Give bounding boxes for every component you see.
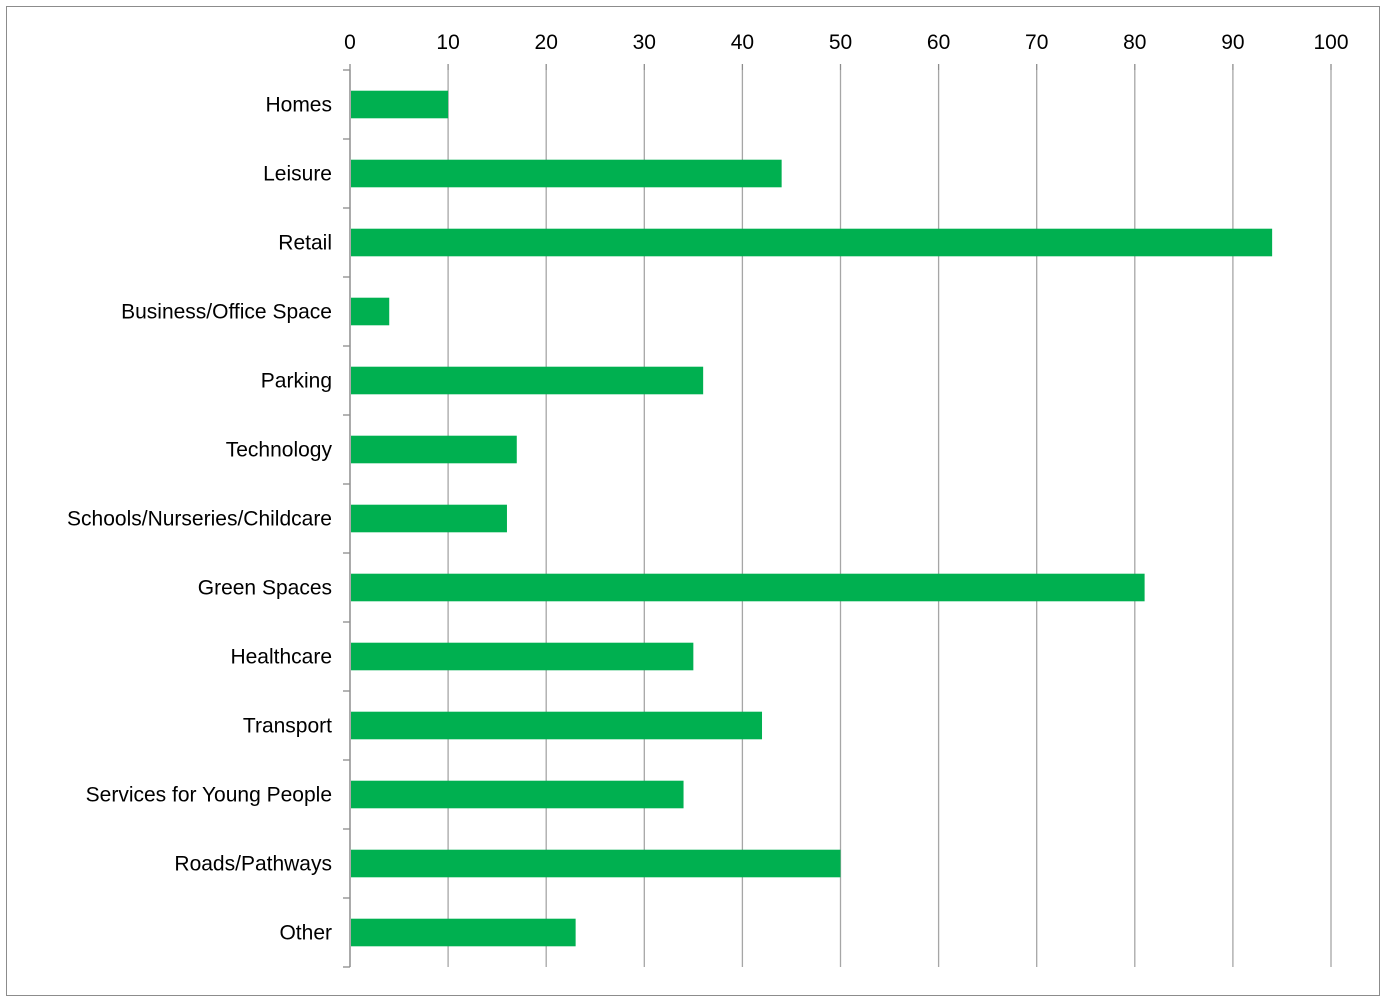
bar (351, 918, 576, 947)
bar (351, 504, 507, 533)
x-tick-label: 100 (1313, 31, 1348, 54)
category-label: Green Spaces (198, 577, 332, 600)
bar (351, 159, 782, 188)
bar (351, 849, 841, 878)
bar (351, 366, 704, 395)
x-tick-label: 70 (1025, 31, 1048, 54)
category-label: Roads/Pathways (174, 853, 332, 876)
x-tick-label: 10 (436, 31, 459, 54)
category-label: Homes (265, 94, 332, 117)
x-tick-label: 90 (1221, 31, 1244, 54)
bar (351, 90, 449, 119)
x-tick-labels: 0 10 20 30 40 50 60 70 80 90 100 (344, 31, 1348, 54)
category-label: Services for Young People (86, 784, 332, 807)
bar (351, 297, 390, 326)
category-axis (343, 69, 351, 968)
x-tick-label: 50 (829, 31, 852, 54)
bar (351, 435, 517, 464)
bar (351, 642, 694, 671)
x-tick-label: 30 (633, 31, 656, 54)
x-tick-label: 40 (731, 31, 754, 54)
category-label: Schools/Nurseries/Childcare (67, 508, 332, 531)
bar (351, 711, 763, 740)
x-tick-label: 80 (1123, 31, 1146, 54)
x-tick-label: 20 (535, 31, 558, 54)
grid-lines (349, 64, 1332, 967)
bars (351, 90, 1273, 947)
category-labels: Homes Leisure Retail Business/Office Space P… (67, 94, 332, 945)
category-label: Other (279, 922, 332, 945)
x-tick-label: 0 (344, 31, 356, 54)
category-label: Transport (243, 715, 332, 738)
bar-chart: 0 10 20 30 40 50 60 70 80 90 100 Homes Leisure Retai… (67, 31, 1349, 968)
category-label: Leisure (263, 163, 332, 186)
chart-frame: 0 10 20 30 40 50 60 70 80 90 100 Homes Leisure Retai… (6, 6, 1380, 996)
x-tick-label: 60 (927, 31, 950, 54)
category-label: Business/Office Space (121, 301, 332, 324)
bar (351, 573, 1145, 602)
category-label: Parking (261, 370, 332, 393)
category-label: Healthcare (230, 646, 332, 669)
bar (351, 780, 684, 809)
category-label: Retail (278, 232, 332, 255)
category-label: Technology (226, 439, 333, 462)
bar (351, 228, 1273, 257)
